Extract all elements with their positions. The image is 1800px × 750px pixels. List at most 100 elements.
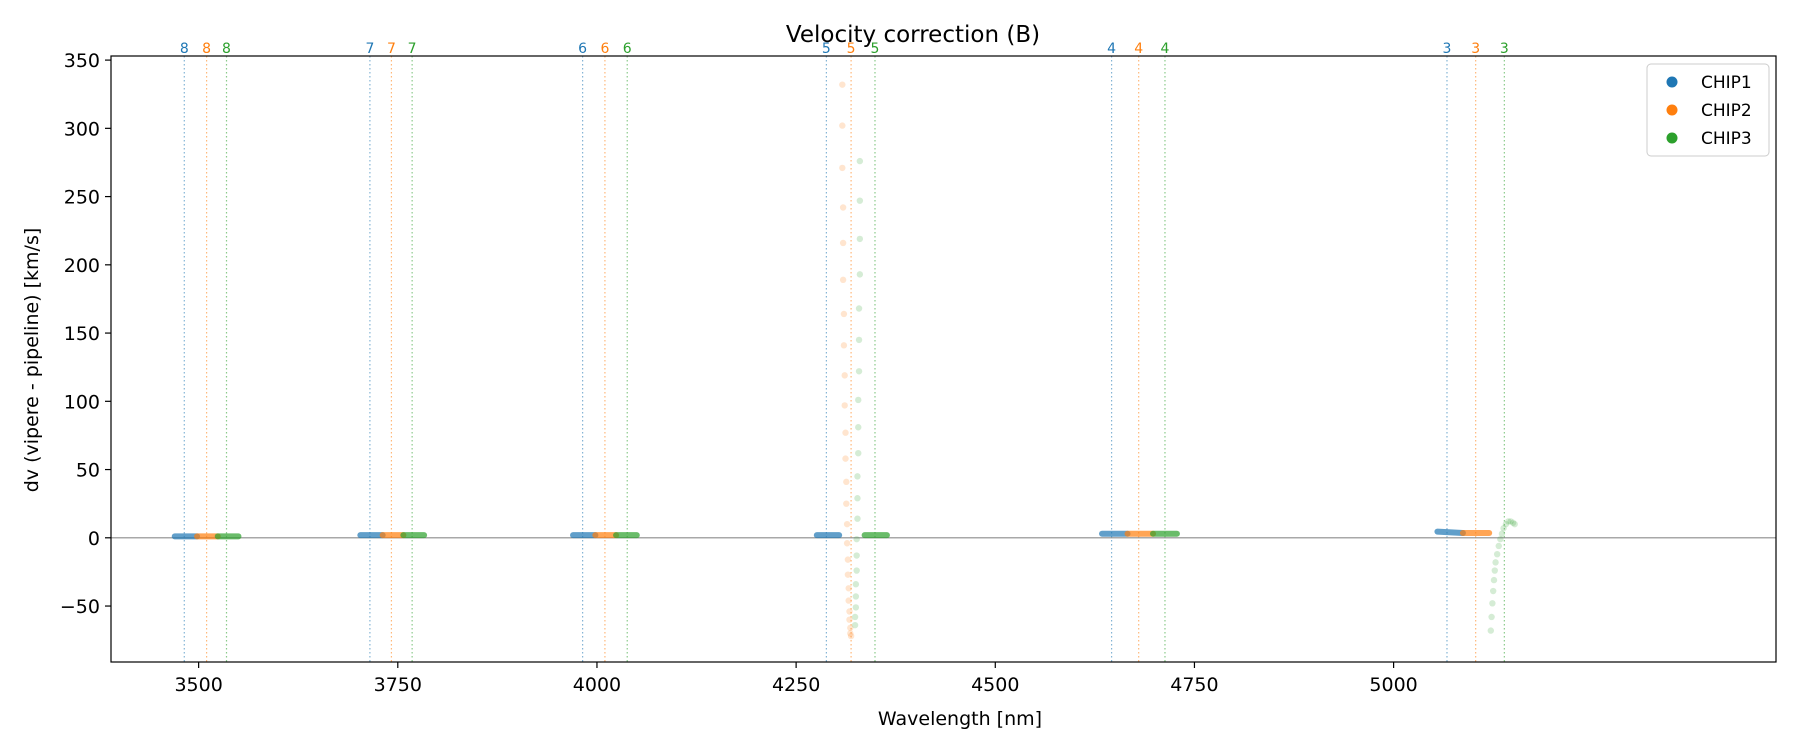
chip3-data-point (1493, 550, 1501, 558)
chip2-data-point (845, 585, 852, 592)
x-tick-label: 4500 (971, 674, 1019, 696)
chip2-data-point (839, 276, 847, 284)
chip2-data-point (841, 372, 848, 379)
y-tick-label: 50 (76, 460, 100, 482)
chip2-data-point (847, 624, 854, 632)
legend-marker-chip3 (1666, 132, 1678, 144)
order-label-4-chip3: 4 (1161, 41, 1170, 57)
chip3-data-point (853, 535, 860, 543)
chip3-data-point (1500, 525, 1507, 532)
chip3-data-point (1498, 530, 1506, 537)
chip2-data-point (845, 597, 852, 604)
chip2-data-point (839, 122, 846, 129)
chip3-data-point (855, 305, 863, 312)
y-tick-label: 100 (64, 391, 100, 413)
chip2-data-point (844, 556, 852, 563)
chip2-data-point (839, 204, 847, 211)
y-tick-label: 300 (64, 118, 100, 140)
chip3-data-point (851, 621, 859, 629)
chip2-data-point (839, 239, 847, 247)
order-label-8-chip2: 8 (202, 41, 211, 57)
x-tick-label: 5000 (1369, 674, 1417, 696)
order-label-3-chip3: 3 (1500, 41, 1509, 57)
order-label-3-chip1: 3 (1443, 41, 1452, 57)
chip3-data-point (1505, 518, 1512, 525)
chip2-data-point (839, 164, 846, 172)
y-axis-label: dv (vipere - pipeline) [km/s] (21, 228, 43, 493)
order-label-3-chip2: 3 (1471, 41, 1480, 57)
chip3-data-point (1490, 576, 1498, 584)
order-label-5-chip1: 5 (822, 41, 831, 57)
plot-border (110, 55, 1777, 663)
chip3-data-point (856, 235, 864, 243)
chip3-data-point (855, 449, 862, 457)
y-tick-label: 0 (88, 528, 100, 550)
chip3-data-point (855, 424, 862, 431)
legend-label-chip1: CHIP1 (1701, 73, 1752, 93)
chip3-data-point (1488, 613, 1495, 621)
legend-marker-chip2 (1666, 104, 1678, 116)
order-label-7-chip1: 7 (365, 41, 374, 57)
x-axis: 3500 3750 4000 4250 4500 4750 5000 (174, 662, 1418, 696)
chip2-data-point (840, 310, 848, 318)
y-tick-label: 250 (64, 187, 100, 209)
order-label-6-chip2: 6 (600, 41, 609, 57)
chip3-data-point (852, 604, 860, 611)
data-points (171, 81, 1518, 640)
order-label-7-chip3: 7 (408, 41, 417, 57)
chip3-data-point (1497, 535, 1504, 543)
order-marker-lines (183, 56, 1505, 662)
x-tick-label: 3500 (174, 674, 222, 696)
chip2-data-point (842, 455, 849, 462)
legend: CHIP1 CHIP2 CHIP3 (1646, 63, 1770, 157)
chip3-data-point (851, 613, 859, 621)
legend-box (1646, 63, 1770, 157)
y-tick-label: −50 (60, 596, 100, 618)
x-tick-label: 3750 (374, 674, 422, 696)
chip3-data-point (855, 336, 863, 344)
x-tick-label: 4750 (1170, 674, 1218, 696)
chip3-data-point (1507, 518, 1514, 525)
y-tick-label: 150 (64, 323, 100, 345)
chip2-data-point (847, 632, 855, 640)
order-label-6-chip3: 6 (623, 41, 632, 57)
chip3-data-point (1492, 559, 1499, 566)
chip3-data-point (1487, 627, 1494, 634)
chip3-data-point (855, 396, 862, 404)
order-label-6-chip1: 6 (578, 41, 587, 57)
chip2-data-point (843, 540, 851, 547)
order-label-8-chip3: 8 (222, 41, 231, 57)
chip2-data-point (843, 500, 850, 507)
chip3-data-point (855, 368, 863, 375)
x-axis-label: Wavelength [nm] (878, 708, 1042, 730)
chip3-data-point (854, 495, 861, 502)
chip3-data-point (1495, 542, 1502, 550)
chip2-data-point (842, 429, 849, 436)
chip3-data-point (1511, 520, 1518, 528)
legend-marker-chip1 (1666, 76, 1678, 88)
chip2-data-point (841, 402, 848, 409)
chip3-data-point (856, 197, 864, 204)
legend-label-chip3: CHIP3 (1701, 129, 1752, 149)
order-label-5-chip2: 5 (847, 41, 856, 57)
chip3-data-point (852, 581, 860, 588)
chip2-data-point (839, 81, 846, 88)
chip3-data-point (854, 515, 861, 522)
x-tick-label: 4250 (772, 674, 820, 696)
order-label-4-chip2: 4 (1134, 41, 1143, 57)
y-tick-label: 200 (64, 255, 100, 277)
chip2-data-point (846, 608, 853, 615)
chip2-data-point (840, 342, 848, 349)
order-label-5-chip3: 5 (871, 41, 880, 57)
chip3-data-point (1489, 600, 1496, 607)
legend-label-chip2: CHIP2 (1701, 101, 1752, 121)
chip3-data-point (854, 473, 861, 480)
chip3-data-point (853, 552, 860, 559)
chip2-data-point (844, 571, 852, 578)
order-label-8-chip1: 8 (180, 41, 189, 57)
chip3-data-point (852, 593, 860, 600)
chip3-data-point (1502, 520, 1510, 528)
y-tick-label: 350 (64, 50, 100, 72)
